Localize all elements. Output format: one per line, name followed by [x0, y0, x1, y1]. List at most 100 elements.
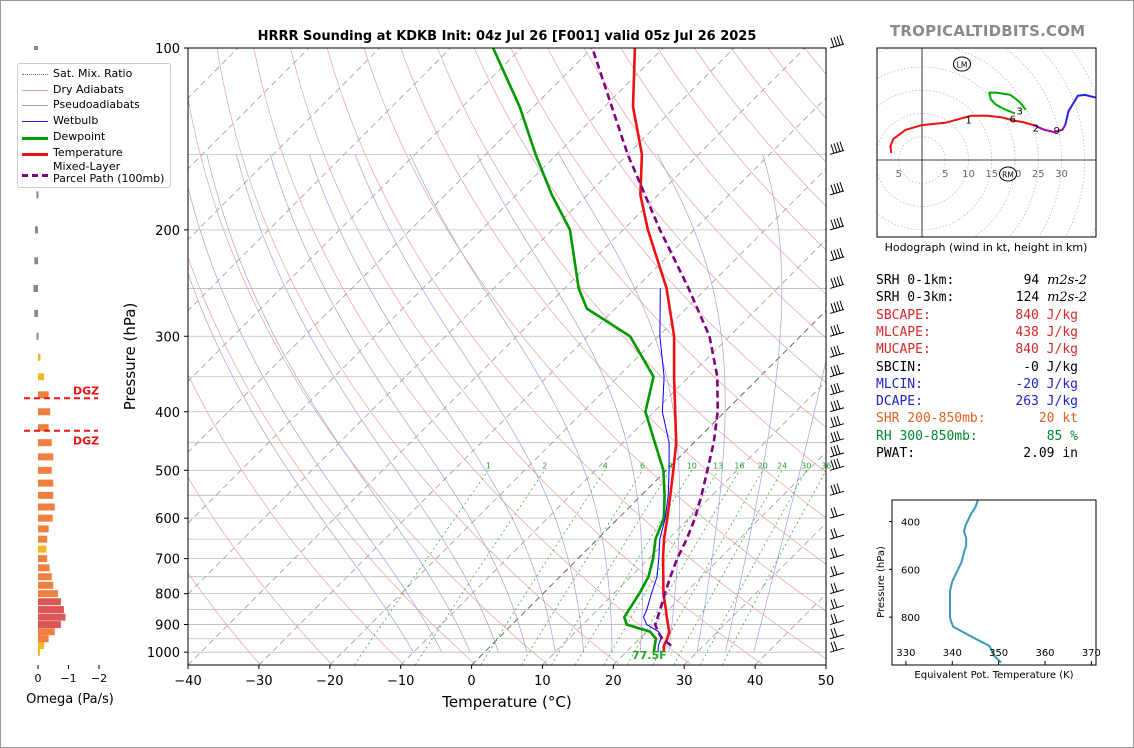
legend-label: Dry Adiabats [53, 83, 124, 96]
wind-barb-flag [830, 303, 835, 313]
wind-barb-flag [830, 446, 835, 457]
wind-barb-flag [833, 302, 838, 312]
omega-bar [38, 642, 45, 650]
omega-axis-label: Omega (Pa/s) [26, 692, 114, 707]
y-tick-label: 1000 [147, 646, 180, 661]
wind-barb [829, 444, 845, 458]
wind-barb-flag [830, 507, 835, 518]
wind-barb-flag [833, 613, 838, 623]
surface-temp-label: 77.5F [632, 649, 667, 662]
pseudoadiabat-line [308, 154, 556, 653]
dry-adiabat-line [253, 48, 692, 665]
legend-swatch [22, 90, 48, 91]
x-tick-label: −10 [387, 674, 414, 689]
wind-barb [829, 483, 845, 496]
wind-barb-flag [830, 432, 835, 442]
hodograph-ring-label: 30 [1055, 169, 1068, 180]
wind-barb-flag [833, 582, 838, 592]
wind-barb [829, 458, 845, 471]
dgz-label: DGZ [73, 384, 99, 397]
wind-barb-flag [839, 275, 844, 285]
wind-barb-flag [836, 444, 841, 455]
dry-adiabat-line [326, 48, 826, 660]
mixing-ratio-label: 24 [777, 461, 787, 470]
isotherm-line [542, 380, 826, 665]
dgz-label: DGZ [73, 435, 99, 448]
omega-bar [38, 408, 51, 416]
wind-barb-flag [839, 181, 844, 192]
param-value: 124 m2s-2 [1016, 290, 1087, 305]
dry-adiabat-line [804, 48, 826, 75]
omega-bar [38, 466, 52, 474]
mixing-ratio-line [603, 470, 719, 665]
omega-bar [34, 309, 38, 317]
isotherm-line [188, 48, 735, 595]
mixing-ratio-label: 13 [713, 461, 723, 470]
wind-barb-flag [833, 383, 838, 394]
wind-barb [829, 275, 845, 289]
omega-tick-label: 0 [35, 672, 42, 685]
wetbulb-line [643, 288, 670, 653]
mixing-ratio-label: 8 [667, 461, 672, 470]
param-number: 94 [1023, 273, 1048, 288]
mixing-ratio-label: 20 [758, 461, 768, 470]
mixing-ratio-line [699, 470, 807, 665]
param-value: 94 m2s-2 [1024, 273, 1087, 288]
y-tick-label: 500 [155, 464, 180, 479]
hodograph-ring-label: 15 [985, 169, 998, 180]
wind-barb-flag [836, 182, 841, 193]
param-label: SRH 0-3km: [876, 290, 955, 306]
omega-bar [38, 373, 45, 381]
wind-barb [829, 641, 845, 653]
isotherm-line [825, 664, 826, 665]
param-value: 840 J/kg [1015, 342, 1078, 358]
hodograph-trace [1064, 93, 1096, 126]
omega-bar [38, 353, 41, 361]
theta-e-y-axis-label: Pressure (hPa) [876, 546, 887, 618]
wind-barb [829, 399, 845, 413]
hodograph-ring-label: 5 [942, 169, 948, 180]
omega-bar [34, 226, 38, 234]
pseudoadiabat-line [725, 154, 783, 653]
isotherm-line [471, 310, 826, 665]
wind-barb [829, 415, 845, 429]
hodograph-trace [1033, 124, 1067, 134]
x-tick-label: 0 [467, 674, 475, 689]
isotherm-line [683, 522, 826, 665]
x-tick-label: −30 [245, 674, 272, 689]
theta-e-x-tick-label: 330 [896, 648, 915, 659]
y-tick-label: 600 [155, 512, 180, 527]
right-mover-label: RM [1002, 171, 1014, 180]
wind-barb-flag [830, 326, 835, 336]
mixing-ratio-line [652, 470, 764, 665]
dewpoint-line [491, 48, 666, 653]
dry-adiabat-line [510, 48, 826, 428]
dry-adiabat-line [767, 48, 826, 119]
chart-title: HRRR Sounding at KDKB Init: 04z Jul 26 [… [258, 29, 757, 44]
dry-adiabat-line [188, 572, 261, 665]
wind-barb-flag [830, 417, 835, 427]
wind-barb-flag [833, 365, 838, 375]
wind-barb-flag [833, 547, 838, 557]
y-tick-label: 100 [155, 42, 180, 57]
legend-label: Parcel Path (100mb) [53, 172, 165, 185]
wind-barb-flag [833, 507, 838, 517]
dry-adiabat-line [547, 48, 826, 383]
param-value: 840 J/kg [1015, 307, 1078, 323]
wind-barb-flag [836, 345, 841, 355]
wind-barb [829, 528, 845, 540]
legend-label: Temperature [53, 146, 123, 159]
omega-tick-label: −1 [60, 672, 76, 685]
wind-barb-flag [830, 548, 835, 558]
param-label: MLCIN: [876, 376, 923, 392]
param-value: -20 J/kg [1015, 376, 1078, 392]
isotherm-line [400, 239, 826, 665]
param-value: -0 J/kg [1023, 359, 1078, 375]
omega-bar [38, 621, 61, 629]
wind-barb-flag [836, 430, 841, 441]
mixing-ratio-label: 16 [734, 461, 744, 470]
omega-bar [38, 424, 49, 432]
x-tick-label: 50 [818, 674, 835, 689]
wind-barb-flag [830, 347, 835, 357]
wind-barb-flag [830, 401, 835, 411]
